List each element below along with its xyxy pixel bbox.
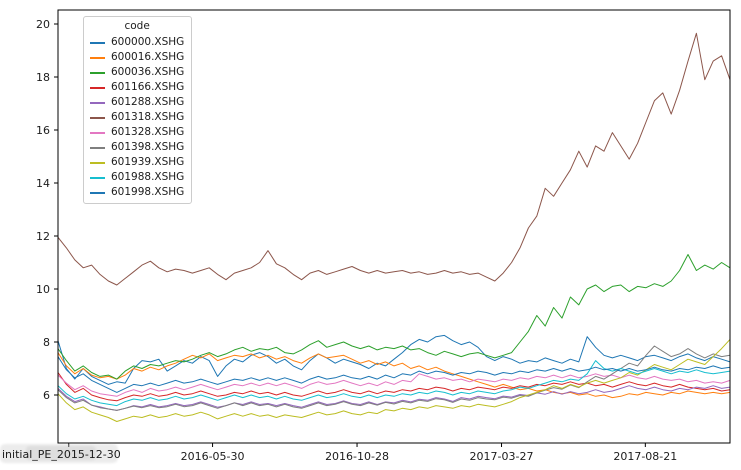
legend-label: 601166.XSHG: [111, 81, 185, 93]
legend-item: 601328.XSHG: [90, 125, 184, 140]
legend-label: 601328.XSHG: [111, 126, 185, 138]
legend-item: 600000.XSHG: [90, 35, 184, 50]
watermark-blob: [26, 446, 96, 460]
bottom-left-label: initial_PE_2015-12-30: [2, 448, 121, 461]
legend-line-swatch: [90, 86, 105, 89]
legend-label: 600000.XSHG: [111, 36, 185, 48]
y-tick-label: 20: [36, 18, 50, 31]
y-tick-label: 18: [36, 71, 50, 84]
legend-item: 600016.XSHG: [90, 50, 184, 65]
series-line-601939.XSHG: [57, 338, 731, 422]
y-tick-label: 16: [36, 124, 50, 137]
series-line-601998.XSHG: [57, 356, 731, 393]
legend-line-swatch: [90, 101, 105, 104]
legend-label: 601318.XSHG: [111, 111, 185, 123]
legend-item: 600036.XSHG: [90, 65, 184, 80]
series-line-601328.XSHG: [57, 373, 731, 397]
axes-frame: [57, 9, 731, 444]
legend-item: 601998.XSHG: [90, 185, 184, 200]
y-tick-label: 12: [36, 230, 50, 243]
legend-line-swatch: [90, 56, 105, 59]
legend-label: 601288.XSHG: [111, 96, 185, 108]
y-tick-label: 14: [36, 177, 50, 190]
x-tick-label: 2017-08-21: [613, 450, 677, 463]
x-tick-label: 2017-03-27: [470, 450, 534, 463]
legend-item: 601318.XSHG: [90, 110, 184, 125]
legend-item: 601288.XSHG: [90, 95, 184, 110]
series-line-601988.XSHG: [57, 360, 731, 407]
legend-item: 601939.XSHG: [90, 155, 184, 170]
y-tick-label: 10: [36, 283, 50, 296]
legend-label: 601939.XSHG: [111, 156, 185, 168]
legend-label: 600016.XSHG: [111, 51, 185, 63]
watermark: [0, 444, 118, 463]
series-line-601166.XSHG: [57, 372, 731, 402]
legend-label: 601988.XSHG: [111, 171, 185, 183]
legend-items: 600000.XSHG 600016.XSHG 600036.XSHG 601166.…: [90, 35, 184, 200]
series-line-600036.XSHG: [57, 254, 731, 380]
legend-line-swatch: [90, 41, 105, 44]
legend-item: 601988.XSHG: [90, 170, 184, 185]
legend-line-swatch: [90, 161, 105, 164]
legend-item: 601398.XSHG: [90, 140, 184, 155]
legend-line-swatch: [90, 116, 105, 119]
y-tick-label: 8: [43, 336, 50, 349]
x-tick-label: 2016-10-28: [325, 450, 389, 463]
legend-item: 601166.XSHG: [90, 80, 184, 95]
series-line-600000.XSHG: [57, 334, 731, 385]
legend-line-swatch: [90, 176, 105, 179]
legend-line-swatch: [90, 146, 105, 149]
x-tick-label: 2016-05-30: [181, 450, 245, 463]
legend-label: 601398.XSHG: [111, 141, 185, 153]
legend-label: 600036.XSHG: [111, 66, 185, 78]
legend-line-swatch: [90, 131, 105, 134]
series-line-601288.XSHG: [57, 385, 731, 411]
legend-line-swatch: [90, 71, 105, 74]
legend-box: code 600000.XSHG 600016.XSHG 600036.XSHG 60…: [83, 16, 193, 204]
legend-title: code: [124, 20, 150, 32]
legend-line-swatch: [90, 191, 105, 194]
series-line-600016.XSHG: [57, 352, 731, 399]
series-line-601318.XSHG: [57, 32, 731, 286]
legend-label: 601998.XSHG: [111, 186, 185, 198]
y-tick-label: 6: [43, 389, 50, 402]
